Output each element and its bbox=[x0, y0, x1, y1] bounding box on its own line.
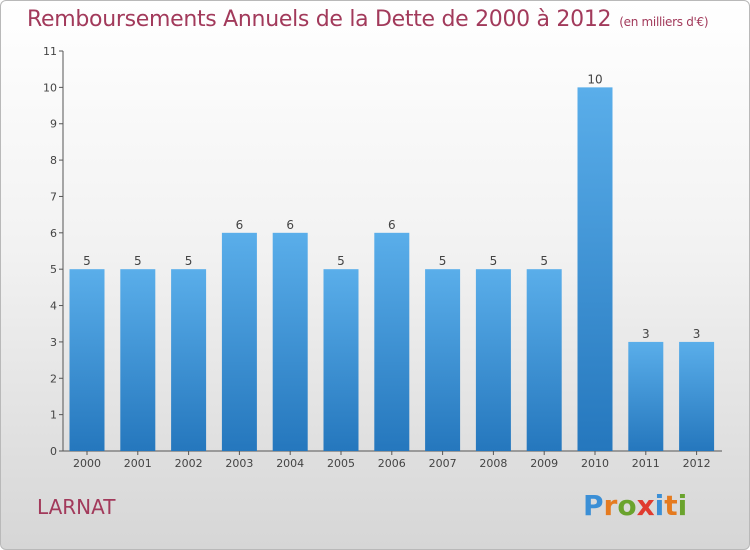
bar-value-label: 5 bbox=[83, 254, 91, 268]
y-tick-label: 11 bbox=[43, 45, 57, 58]
bar-value-label: 10 bbox=[587, 72, 602, 86]
bar bbox=[475, 269, 511, 451]
bar-value-label: 5 bbox=[185, 254, 193, 268]
bar-value-label: 6 bbox=[388, 218, 396, 232]
x-tick-label: 2004 bbox=[276, 457, 304, 470]
y-tick-label: 10 bbox=[43, 81, 57, 94]
x-tick-label: 2000 bbox=[73, 457, 101, 470]
bar bbox=[272, 232, 308, 451]
bar-value-label: 5 bbox=[540, 254, 548, 268]
x-tick-label: 2003 bbox=[225, 457, 253, 470]
x-tick-label: 2008 bbox=[479, 457, 507, 470]
bar-value-label: 3 bbox=[693, 327, 701, 341]
bar bbox=[526, 269, 562, 451]
logo-letter: t bbox=[664, 489, 678, 522]
logo-letter: o bbox=[617, 489, 637, 522]
x-tick-label: 2012 bbox=[683, 457, 711, 470]
bar bbox=[425, 269, 461, 451]
bar bbox=[323, 269, 359, 451]
y-tick-label: 8 bbox=[50, 154, 57, 167]
x-tick-label: 2002 bbox=[175, 457, 203, 470]
bar-value-label: 6 bbox=[236, 218, 244, 232]
y-tick-label: 9 bbox=[50, 118, 57, 131]
bar-value-label: 5 bbox=[337, 254, 345, 268]
y-tick-label: 1 bbox=[50, 409, 57, 422]
bar-value-label: 5 bbox=[439, 254, 447, 268]
y-tick-label: 3 bbox=[50, 336, 57, 349]
proxiti-logo: Proxiti bbox=[583, 489, 687, 522]
y-tick-label: 0 bbox=[50, 445, 57, 458]
logo-letter: r bbox=[603, 489, 618, 522]
bar bbox=[69, 269, 105, 451]
logo-letter: i bbox=[654, 489, 665, 522]
y-tick-label: 7 bbox=[50, 190, 57, 203]
chart-bars: 5 5 5 6 6 5 6 5 5 5 10 3 3 bbox=[69, 72, 715, 451]
bar-value-label: 5 bbox=[134, 254, 142, 268]
x-tick-label: 2009 bbox=[530, 457, 558, 470]
bar bbox=[577, 87, 613, 451]
chart-axes: 0 1 2 3 4 5 6 7 8 9 10 11 2000 2001 2002 2003 2004 2005 20… bbox=[43, 45, 722, 470]
title-unit: (en milliers d'€) bbox=[619, 15, 709, 29]
bar-value-label: 3 bbox=[642, 327, 650, 341]
bar bbox=[374, 232, 410, 451]
logo-letter: P bbox=[583, 489, 604, 522]
chart-title: Remboursements Annuels de la Dette de 20… bbox=[27, 7, 709, 32]
bar bbox=[171, 269, 207, 451]
commune-name: LARNAT bbox=[37, 495, 116, 519]
bar-value-label: 5 bbox=[490, 254, 498, 268]
x-tick-label: 2005 bbox=[327, 457, 355, 470]
x-tick-label: 2010 bbox=[581, 457, 609, 470]
y-tick-label: 2 bbox=[50, 372, 57, 385]
bar-value-label: 6 bbox=[286, 218, 294, 232]
x-tick-label: 2001 bbox=[124, 457, 152, 470]
y-tick-label: 6 bbox=[50, 227, 57, 240]
title-text: Remboursements Annuels de la Dette de 20… bbox=[27, 7, 612, 32]
bar bbox=[221, 232, 257, 451]
y-tick-label: 4 bbox=[50, 300, 57, 313]
x-tick-label: 2006 bbox=[378, 457, 406, 470]
y-tick-label: 5 bbox=[50, 263, 57, 276]
logo-letter: i bbox=[677, 489, 688, 522]
bar bbox=[628, 341, 664, 451]
x-tick-label: 2011 bbox=[632, 457, 660, 470]
bar bbox=[679, 341, 715, 451]
x-tick-label: 2007 bbox=[429, 457, 457, 470]
logo-letter: x bbox=[636, 489, 655, 522]
bar bbox=[120, 269, 156, 451]
